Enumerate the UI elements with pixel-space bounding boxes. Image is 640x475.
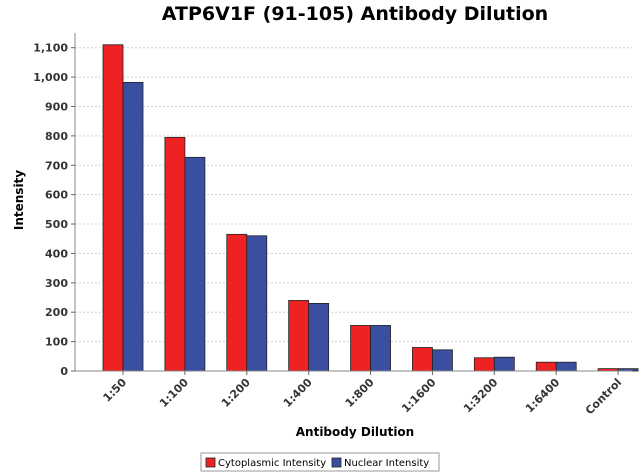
x-ticks: 1:50 1:100 1:200 1:400 1:800 1:1600 1:3200 1:64… (101, 371, 624, 417)
legend-label-cytoplasmic: Cytoplasmic Intensity (218, 458, 326, 469)
bar-nuclear (493, 356, 515, 372)
gridlines (75, 47, 632, 343)
y-tick-label: 1,000 (33, 71, 68, 84)
y-tick-label: 1,100 (33, 42, 68, 55)
x-tick-label: 1:1600 (399, 376, 439, 416)
legend-swatch-nuclear (331, 457, 342, 468)
bar-cytoplasmic (473, 357, 495, 372)
bar-cytoplasmic (226, 233, 248, 372)
legend: Cytoplasmic Intensity Nuclear Intensity (200, 452, 440, 472)
bar-cytoplasmic (535, 361, 557, 372)
bar-cytoplasmic (412, 347, 433, 372)
legend-swatch-cytoplasmic (205, 457, 216, 468)
y-tick-label: 800 (45, 130, 68, 143)
y-axis-label: Intensity (12, 170, 26, 230)
bar-nuclear (122, 81, 144, 372)
chart-title: ATP6V1F (91-105) Antibody Dilution (162, 3, 548, 25)
bar-nuclear (308, 302, 330, 372)
bar-nuclear (432, 349, 453, 372)
x-tick-label: 1:50 (101, 376, 130, 405)
y-tick-label: 500 (45, 218, 68, 231)
x-tick-label: 1:3200 (461, 376, 501, 416)
axes (74, 33, 632, 372)
y-tick-label: 700 (45, 159, 68, 172)
bar-nuclear (555, 361, 577, 372)
x-tick-label: 1:400 (281, 376, 315, 410)
bars (102, 44, 639, 372)
y-tick-label: 900 (45, 100, 68, 113)
y-tick-label: 100 (45, 336, 68, 349)
bar-cytoplasmic (288, 300, 310, 372)
bar-nuclear (184, 156, 206, 372)
y-tick-label: 300 (45, 277, 68, 290)
y-tick-label: 200 (45, 306, 68, 319)
y-tick-label: 600 (45, 189, 68, 202)
y-tick-label: 400 (45, 247, 68, 260)
bar-nuclear (246, 235, 268, 372)
bar-nuclear (370, 325, 391, 372)
bar-cytoplasmic (350, 325, 371, 372)
x-tick-label: 1:200 (219, 376, 253, 410)
bar-cytoplasmic (102, 44, 124, 372)
x-axis-label: Antibody Dilution (296, 425, 414, 439)
y-tick-label: 0 (60, 365, 68, 378)
legend-label-nuclear: Nuclear Intensity (344, 458, 429, 469)
y-ticks: 0 100 200 300 400 500 600 700 800 900 1,000 1,100 (33, 42, 75, 378)
x-tick-label: 1:6400 (523, 376, 563, 416)
x-tick-label: 1:100 (157, 376, 191, 410)
x-tick-label: 1:800 (343, 376, 377, 410)
legend-box (200, 452, 440, 472)
bar-cytoplasmic (164, 136, 186, 372)
x-tick-label: Control (583, 376, 624, 417)
